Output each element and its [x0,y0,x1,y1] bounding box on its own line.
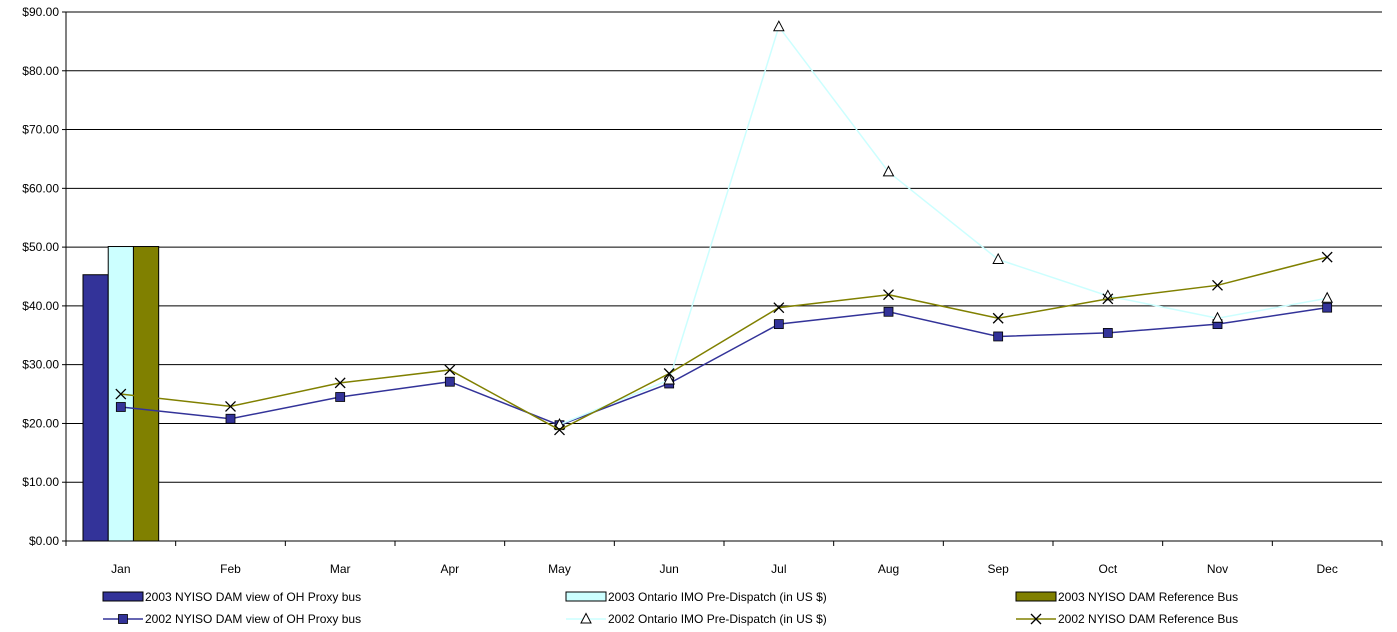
x-tick-label: Jan [111,562,130,576]
data-point [663,373,675,385]
legend-label: 2003 NYISO DAM view of OH Proxy bus [145,590,361,604]
legend-swatch [1015,591,1057,602]
x-tick-label: Dec [1316,562,1337,576]
data-point [580,612,592,624]
legend-item: 2002 NYISO DAM view of OH Proxy bus [103,612,361,626]
x-tick-label: Feb [220,562,241,576]
legend-item: 2003 NYISO DAM Reference Bus [1015,590,1238,604]
data-point [115,388,127,400]
data-point [773,319,784,330]
y-tick-label: $70.00 [22,123,59,137]
x-tick-label: May [548,562,571,576]
x-axis-tick-labels: Jan Feb Mar Apr May Jun Jul Aug Sep Oct Nov Dec [111,562,1338,576]
data-point [773,20,785,32]
legend-item: 2003 NYISO DAM view of OH Proxy bus [102,590,361,604]
data-point [1211,311,1224,323]
data-point [663,368,675,379]
bar [132,246,160,542]
legend: 2003 NYISO DAM view of OH Proxy bus 2003 … [102,590,1238,626]
data-point [993,331,1004,342]
series-line [120,306,1328,427]
legend-label: 2003 Ontario IMO Pre-Dispatch (in US $) [608,590,827,604]
data-point [115,402,126,412]
y-tick-label: $90.00 [22,5,59,19]
legend-swatch [102,591,144,602]
x-tick-label: Aug [878,562,899,576]
legend-label: 2002 Ontario IMO Pre-Dispatch (in US $) [608,612,827,626]
data-point [773,302,785,314]
y-tick-label: $50.00 [22,240,59,254]
data-point [444,376,455,387]
data-point [883,289,894,301]
legend-label: 2003 NYISO DAM Reference Bus [1058,590,1238,604]
data-point [1322,302,1333,313]
y-tick-label: $80.00 [22,64,59,78]
data-point [883,306,894,317]
y-tick-label: $20.00 [22,416,59,430]
legend-label: 2002 NYISO DAM Reference Bus [1058,612,1238,626]
series-line [120,256,1328,431]
x-tick-label: Sep [987,562,1009,576]
legend-item: 2002 NYISO DAM Reference Bus [1016,612,1238,626]
data-point [554,424,565,436]
line-series-layer [115,20,1333,436]
x-tick-label: Jun [659,562,678,576]
data-point [882,165,895,177]
data-point [1030,613,1042,625]
gridlines [66,11,1382,542]
bar [82,274,109,542]
data-point [553,418,566,430]
data-point [118,614,128,624]
x-tick-label: Apr [440,562,459,576]
legend-label: 2002 NYISO DAM view of OH Proxy bus [145,612,361,626]
data-point [992,312,1004,324]
data-point [1321,291,1333,303]
data-point [992,252,1004,264]
legend-item: 2002 Ontario IMO Pre-Dispatch (in US $) [566,612,827,626]
y-tick-label: $10.00 [22,475,59,489]
y-tick-label: $0.00 [29,534,59,548]
y-tick-label: $60.00 [22,181,59,195]
data-point [1102,293,1114,305]
data-point [1321,251,1333,263]
data-point [1102,328,1113,338]
data-point [334,377,346,389]
legend-item: 2003 Ontario IMO Pre-Dispatch (in US $) [565,590,827,604]
data-point [1102,289,1114,301]
data-point [1212,279,1223,291]
y-tick-label: $30.00 [22,358,59,372]
data-point [225,413,236,424]
x-tick-label: Mar [330,562,351,576]
y-tick-label: $40.00 [22,299,59,313]
y-axis-tick-labels: $0.00 $10.00 $20.00 $30.00 $40.00 $50.00 $60.0… [22,5,59,548]
x-tick-label: Jul [771,562,786,576]
series-line [559,25,1328,426]
data-point [444,364,456,376]
legend-swatch [565,591,607,602]
data-point [225,400,236,412]
axes [62,11,1383,546]
x-tick-label: Nov [1207,562,1228,576]
data-point [335,392,346,402]
x-tick-label: Oct [1098,562,1117,576]
